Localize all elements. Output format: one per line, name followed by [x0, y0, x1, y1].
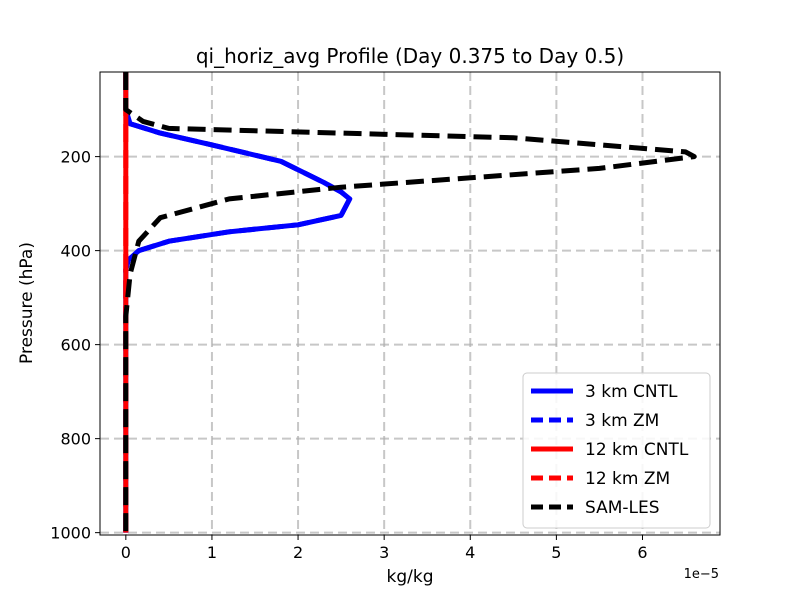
y-tick-label: 1000: [50, 524, 91, 543]
x-tick-label: 6: [637, 543, 647, 562]
legend: 3 km CNTL 3 km ZM 12 km CNTL 12 km ZM SAM-LE…: [522, 372, 711, 529]
x-tick-label: 5: [551, 543, 561, 562]
legend-box: [522, 372, 711, 529]
x-axis-label: kg/kg: [387, 567, 434, 587]
legend-label: 12 km ZM: [585, 469, 670, 489]
x-tick-label: 0: [121, 543, 131, 562]
y-tick-label: 200: [60, 148, 91, 167]
x-tick-label: 2: [293, 543, 303, 562]
y-tick-label: 400: [60, 242, 91, 261]
y-tick-label: 800: [60, 430, 91, 449]
x-tick-label: 4: [465, 543, 475, 562]
legend-label: 12 km CNTL: [585, 440, 689, 460]
series-layer: [123, 72, 697, 533]
series-line-3-km-zm: [123, 72, 353, 533]
chart-title: qi_horiz_avg Profile (Day 0.375 to Day 0…: [196, 44, 624, 68]
legend-label: 3 km ZM: [585, 411, 659, 431]
x-tick-label: 3: [379, 543, 389, 562]
plot-frame: [99, 71, 721, 536]
y-axis-label: Pressure (hPa): [17, 242, 37, 364]
y-tick-label: 600: [60, 336, 91, 355]
x-axis-offset-text: 1e−5: [684, 567, 719, 582]
legend-label: 3 km CNTL: [585, 382, 678, 402]
legend-label: SAM-LES: [585, 498, 660, 518]
tick-layer: 0 1 2 3 4 5 6 200 400 600 800 1000: [50, 148, 647, 562]
series-line-sam-les: [123, 72, 697, 533]
x-tick-label: 1: [207, 543, 217, 562]
